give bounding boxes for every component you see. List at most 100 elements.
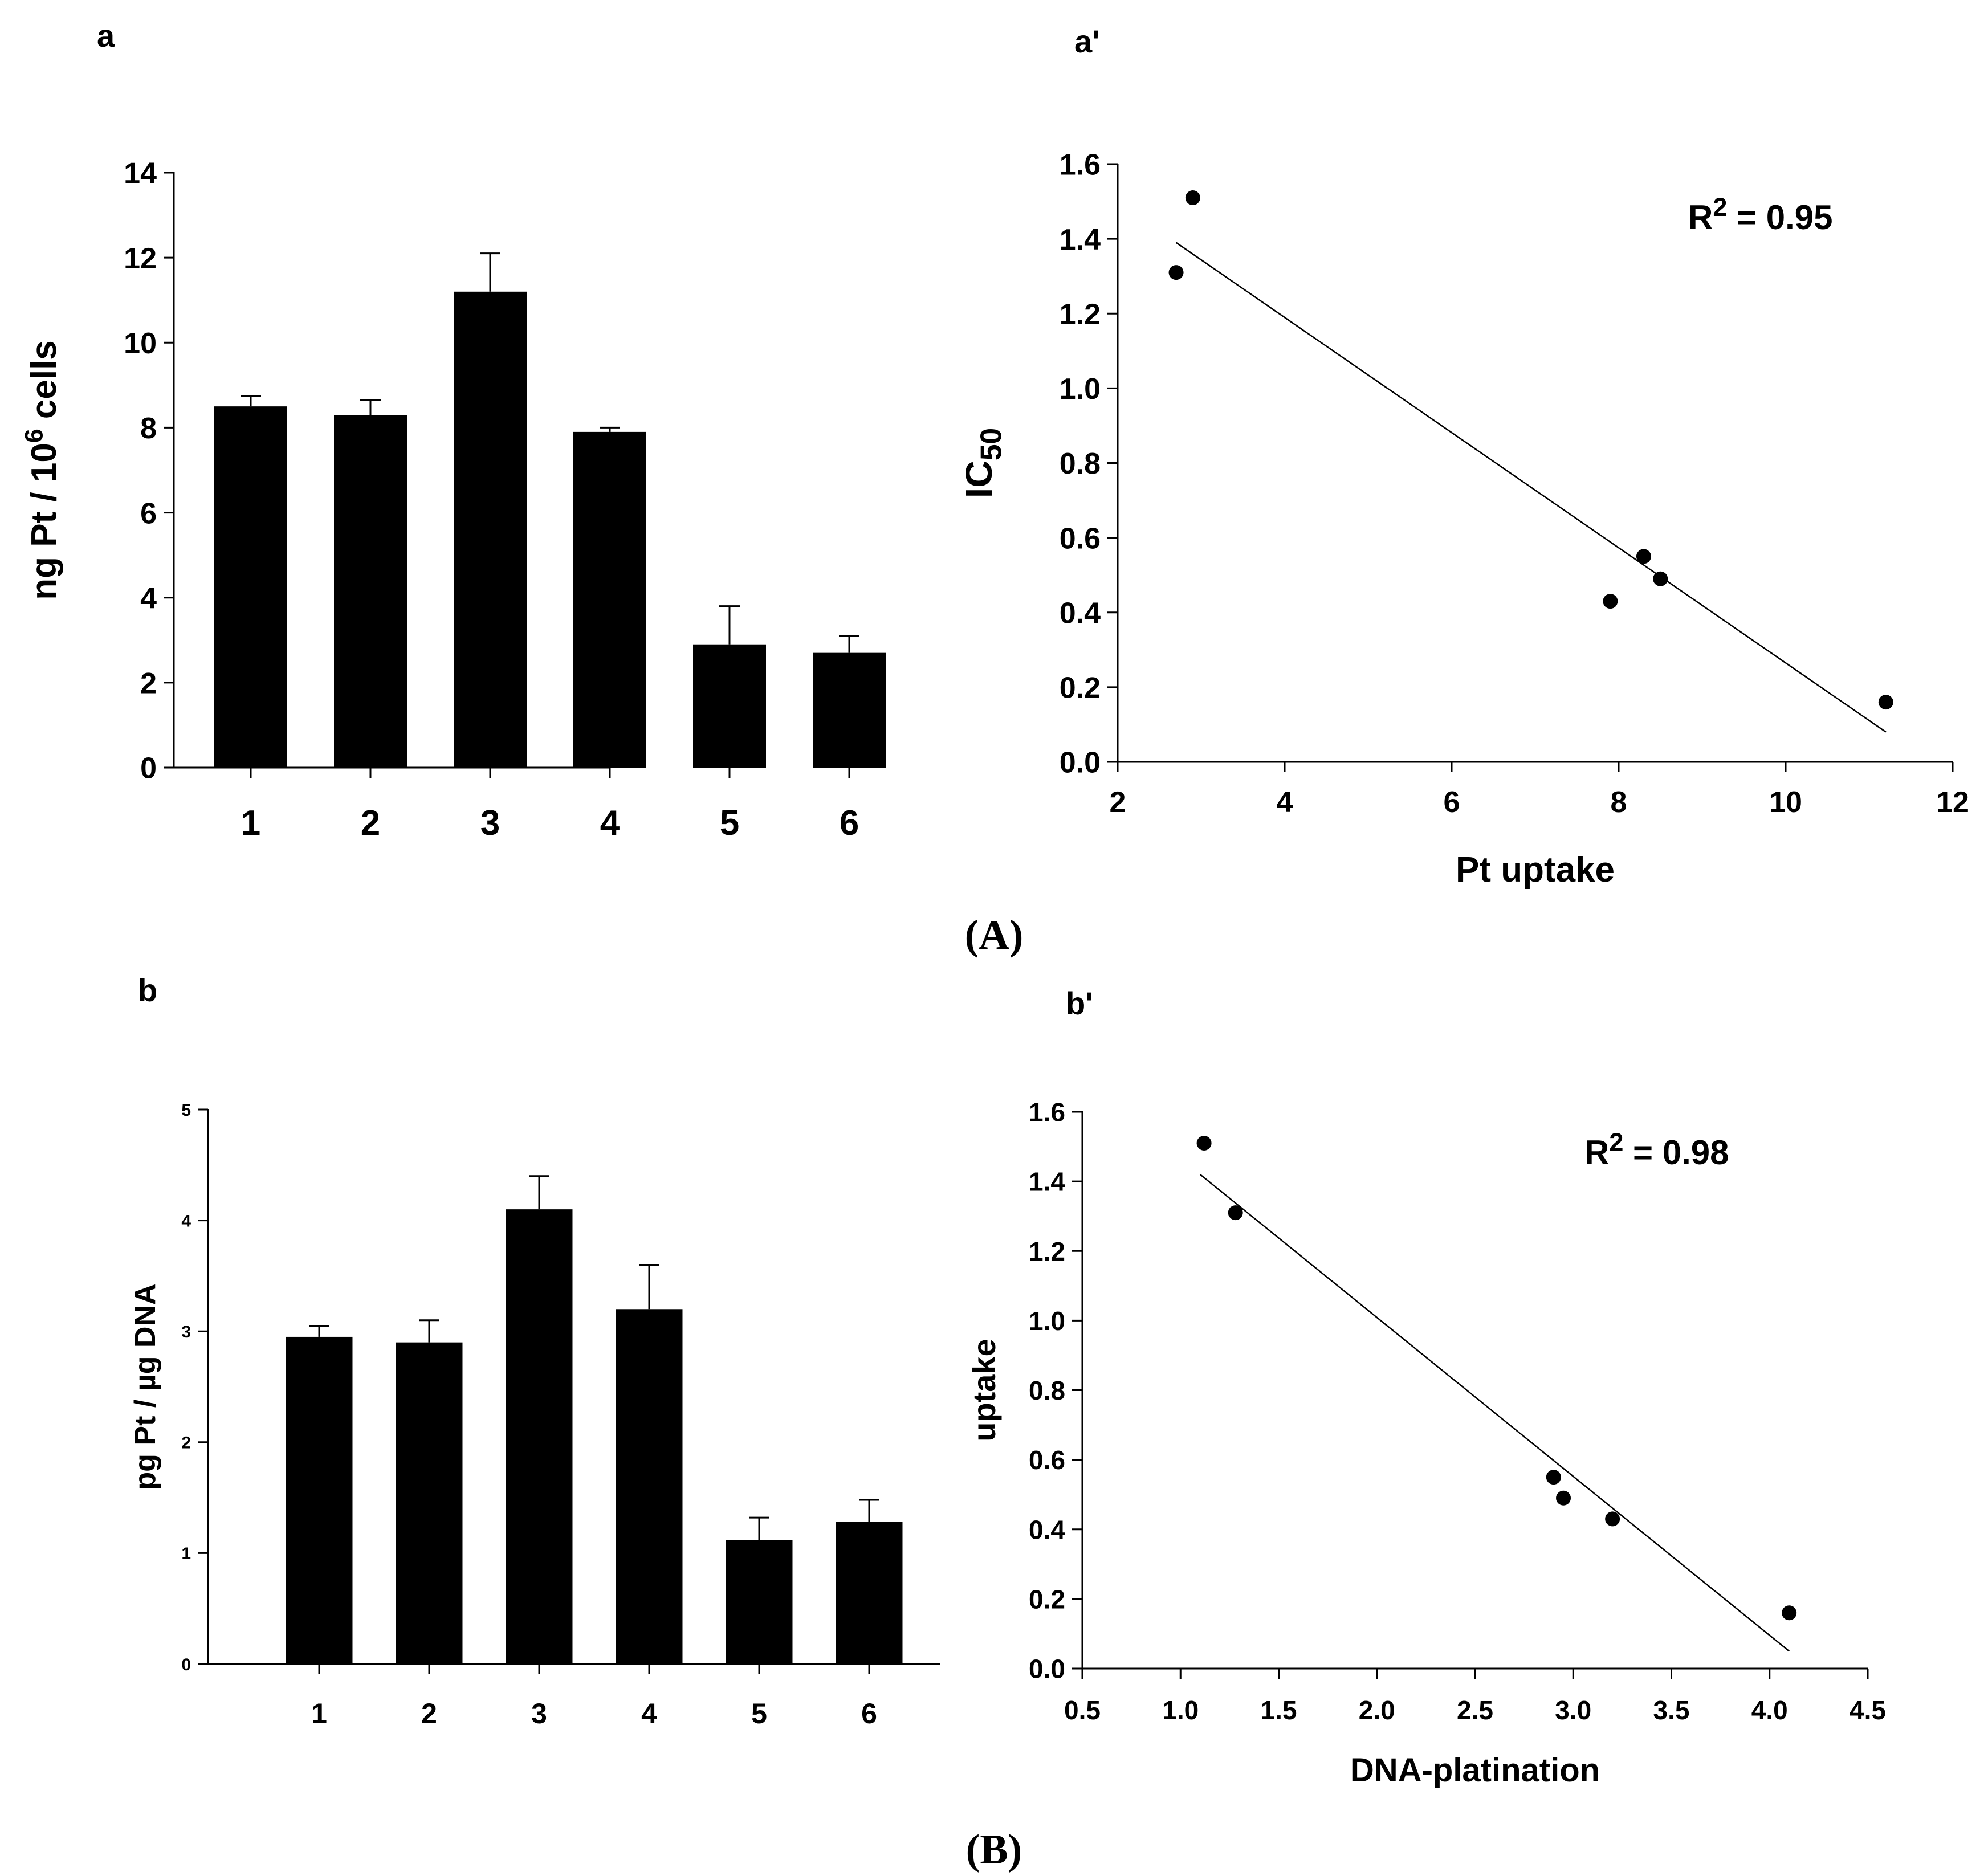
b-category-label-2: 3 [531, 1698, 547, 1730]
b_prime-annotation-sup: 2 [1609, 1128, 1623, 1157]
b_prime-ytick-label-2: 0.4 [1029, 1515, 1065, 1544]
a-ytick-label-5: 10 [124, 327, 157, 360]
a_prime-ylabel-base: IC [958, 460, 1000, 498]
a_prime-xtick-label-2: 6 [1444, 786, 1460, 819]
a_prime-ytick-label-2: 0.4 [1060, 597, 1101, 630]
b_prime-point-0 [1196, 1135, 1212, 1151]
b_prime-xtick-label-5: 3.0 [1555, 1695, 1591, 1725]
b_prime-annotation-base: R [1584, 1133, 1609, 1172]
b-ytick-label-3: 3 [181, 1323, 191, 1341]
chart-a_prime: a' 0.0 0.2 0.4 0.6 0.8 1.0 1.2 1.4 1.6 2 4 6 8 10 12 Pt … [958, 23, 1969, 890]
a_prime-annotation-base: R [1688, 198, 1713, 236]
b_prime-xlabel: DNA-platination [1350, 1752, 1600, 1789]
b-category-label-5: 6 [861, 1698, 877, 1730]
b_prime-ytick-label-0: 0.0 [1029, 1654, 1065, 1684]
b-ytick-label-4: 4 [181, 1212, 191, 1230]
b_prime-ytick-label-4: 0.8 [1029, 1376, 1065, 1405]
a-bar-2 [454, 291, 527, 768]
group-label-A: (A) [965, 912, 1024, 959]
b_prime-ytick-label-5: 1.0 [1029, 1306, 1065, 1336]
a_prime-xtick-label-0: 2 [1110, 786, 1126, 819]
b_prime-point-2 [1546, 1470, 1561, 1485]
b-bar-2 [506, 1209, 573, 1664]
a-ytick-label-7: 14 [124, 157, 157, 190]
a_prime-xtick-label-5: 12 [1936, 786, 1969, 819]
a-ylabel-base: ng Pt / 10 [25, 443, 64, 600]
a_prime-point-1 [1185, 190, 1200, 206]
a-ylabel: ng Pt / 106 cells [20, 340, 64, 600]
a-category-label-2: 3 [480, 804, 500, 843]
a-ylabel-sup: 6 [20, 429, 48, 443]
b-ytick-label-5: 5 [181, 1101, 191, 1120]
b_prime-ytick-label-6: 1.2 [1029, 1237, 1065, 1266]
b-ytick-label-2: 2 [181, 1434, 191, 1453]
b_prime-point-3 [1556, 1490, 1571, 1506]
b_prime-xtick-label-6: 3.5 [1653, 1695, 1690, 1725]
b-ytick-label-1: 1 [181, 1544, 191, 1563]
b_prime-xtick-label-3: 2.0 [1359, 1695, 1395, 1725]
a_prime-point-0 [1168, 265, 1184, 280]
a_prime-ylabel: IC50 [958, 428, 1008, 498]
b_prime-point-5 [1782, 1605, 1797, 1621]
b_prime-xtick-label-0: 0.5 [1064, 1695, 1101, 1725]
b-category-label-3: 4 [641, 1698, 657, 1730]
chart-b: b 0 1 2 3 4 5 1 2 3 4 5 6 pg Pt / µg DNA [129, 972, 940, 1730]
b_prime-xtick-label-4: 2.5 [1457, 1695, 1493, 1725]
b_prime-fit-line [1199, 1173, 1790, 1652]
a-bar-1 [334, 415, 407, 768]
a_prime-ytick-label-3: 0.6 [1060, 522, 1101, 555]
a-category-label-3: 4 [600, 804, 620, 843]
b-ylabel: pg Pt / µg DNA [129, 1283, 162, 1490]
a-bar-4 [693, 644, 766, 768]
b_prime-ytick-label-3: 0.6 [1029, 1445, 1065, 1475]
b-ytick-label-0: 0 [181, 1655, 191, 1674]
b_prime-xtick-label-7: 4.0 [1751, 1695, 1788, 1725]
b_prime-ylabel: uptake [966, 1339, 1002, 1442]
a_prime-annotation-tail: = 0.95 [1727, 198, 1832, 236]
a-ytick-label-1: 2 [140, 667, 157, 700]
a-category-label-4: 5 [720, 804, 739, 843]
a_prime-xtick-label-4: 10 [1769, 786, 1802, 819]
a_prime-point-2 [1603, 594, 1618, 609]
b_prime-xtick-label-1: 1.0 [1162, 1695, 1199, 1725]
b-bar-5 [836, 1522, 903, 1664]
b-bar-4 [726, 1540, 793, 1664]
b-category-label-4: 5 [751, 1698, 767, 1730]
b_prime-ytick-label-8: 1.6 [1029, 1098, 1065, 1127]
a-bar-5 [813, 652, 886, 768]
a_prime-r-squared-annotation: R2 = 0.95 [1688, 193, 1833, 236]
a_prime-ytick-label-1: 0.2 [1060, 672, 1101, 705]
chart-b_prime: b' 0.0 0.2 0.4 0.6 0.8 1.0 1.2 1.4 1.6 0.5 1.0 1.5 2.… [966, 985, 1886, 1789]
a_prime-xtick-label-1: 4 [1277, 786, 1293, 819]
a-category-label-1: 2 [361, 804, 380, 843]
b-category-label-1: 2 [421, 1698, 437, 1730]
a_prime-point-4 [1653, 571, 1668, 586]
b-bar-0 [286, 1336, 353, 1664]
a-ytick-label-0: 0 [140, 752, 157, 785]
a_prime-xlabel: Pt uptake [1456, 850, 1615, 890]
a_prime-point-5 [1878, 695, 1893, 710]
panel-label-b: b [138, 972, 157, 1008]
panel-label-a: a [97, 18, 115, 54]
a_prime-ytick-label-8: 1.6 [1060, 149, 1101, 182]
a-bar-0 [214, 406, 287, 768]
a_prime-ytick-label-6: 1.2 [1060, 298, 1101, 331]
group-label-B: (B) [966, 1826, 1022, 1873]
b-bar-1 [396, 1342, 463, 1664]
a-ytick-label-6: 12 [124, 242, 157, 275]
b_prime-annotation-tail: = 0.98 [1623, 1133, 1729, 1172]
a-ytick-label-4: 8 [140, 412, 157, 445]
a-category-label-5: 6 [840, 804, 859, 843]
a_prime-xtick-label-3: 8 [1611, 786, 1627, 819]
b_prime-point-4 [1605, 1511, 1620, 1527]
a-ytick-label-3: 6 [140, 497, 157, 530]
a_prime-annotation-sup: 2 [1713, 193, 1727, 222]
panel-label-a_prime: a' [1074, 23, 1099, 59]
b-bar-3 [616, 1309, 683, 1664]
a-category-label-0: 1 [241, 804, 260, 843]
a_prime-ytick-label-4: 0.8 [1060, 447, 1101, 480]
b_prime-ytick-label-7: 1.4 [1029, 1167, 1065, 1197]
